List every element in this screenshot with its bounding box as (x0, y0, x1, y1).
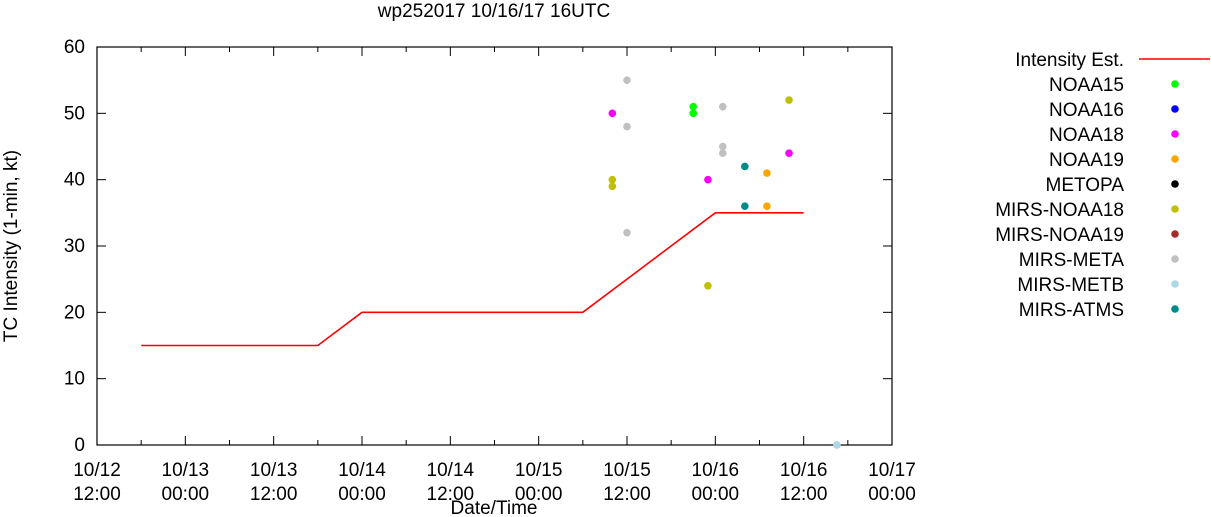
point-mirs-meta (718, 102, 727, 111)
legend-marker-noaa15 (1171, 80, 1179, 88)
point-noaa18 (704, 175, 712, 184)
point-mirs-metb (833, 441, 841, 449)
chart-title: wp252017 10/16/17 16UTC (377, 1, 610, 22)
legend-label-noaa16: NOAA16 (1049, 100, 1124, 121)
x-tick-label-date: 10/14 (338, 460, 386, 481)
point-mirs-atms (741, 202, 749, 210)
point-mirs-meta (718, 149, 727, 157)
legend-marker-mirs-atms (1171, 305, 1179, 313)
plot-area: 0 10 20 30 40 50 60 10/12 12:00 10/13 00:00 10/13 12… (64, 37, 916, 505)
x-tick-label-time: 00:00 (515, 484, 563, 505)
y-tick-label: 30 (64, 236, 85, 257)
point-noaa19 (763, 202, 771, 210)
x-axis-label: Date/Time (451, 498, 538, 517)
legend-marker-noaa18 (1171, 130, 1179, 138)
legend-label-mirs-atms: MIRS-ATMS (1019, 300, 1124, 321)
point-mirs-meta (718, 142, 727, 151)
x-tick-label-date: 10/15 (515, 460, 563, 481)
y-tick-label: 40 (64, 170, 85, 191)
x-tick-label-date: 10/15 (603, 460, 651, 481)
point-mirs-noaa18 (608, 182, 617, 191)
x-tick-label-date: 10/16 (692, 460, 740, 481)
x-tick-label-time: 12:00 (73, 484, 121, 505)
x-tick-label-time: 00:00 (692, 484, 740, 505)
x-tick-label-date: 10/14 (427, 460, 475, 481)
point-mirs-noaa18 (608, 175, 617, 184)
x-tick-label-time: 00:00 (868, 484, 916, 505)
x-tick-label-date: 10/12 (73, 460, 121, 481)
x-tick-label-date: 10/13 (162, 460, 210, 481)
y-tick-label: 10 (64, 369, 85, 390)
legend-marker-mirs-noaa19 (1171, 230, 1179, 238)
legend-marker-metopa (1171, 180, 1179, 188)
y-axis-label: TC Intensity (1-min, kt) (1, 150, 22, 342)
x-tick-label-date: 10/17 (868, 460, 916, 481)
legend-label-metopa: METOPA (1046, 175, 1125, 196)
point-noaa15 (689, 109, 698, 118)
point-mirs-meta (623, 122, 631, 131)
x-tick-label-time: 12:00 (780, 484, 828, 505)
x-tick-label-time: 12:00 (250, 484, 298, 505)
legend-label-intensity-est: Intensity Est. (1015, 50, 1124, 71)
y-tick-label: 20 (64, 302, 85, 323)
legend-label-mirs-meta: MIRS-META (1019, 250, 1125, 271)
point-noaa15 (689, 102, 698, 111)
legend-label-noaa15: NOAA15 (1049, 75, 1124, 96)
plot-frame (96, 46, 893, 446)
y-tick-label: 0 (74, 435, 85, 456)
point-noaa18 (608, 109, 617, 118)
point-mirs-noaa18 (785, 96, 793, 104)
legend-label-mirs-noaa18: MIRS-NOAA18 (995, 200, 1124, 221)
x-tick-label-time: 12:00 (427, 484, 475, 505)
y-tick-label: 60 (64, 37, 85, 58)
x-tick-label-time: 12:00 (603, 484, 651, 505)
legend-marker-mirs-meta (1171, 255, 1179, 263)
point-mirs-noaa18 (704, 282, 712, 290)
point-mirs-meta (623, 76, 631, 84)
legend-marker-mirs-metb (1171, 280, 1179, 288)
point-noaa18 (785, 149, 793, 157)
point-mirs-atms (741, 162, 749, 171)
legend-marker-mirs-noaa18 (1171, 205, 1179, 213)
legend-marker-noaa16 (1171, 105, 1179, 113)
legend-label-mirs-metb: MIRS-METB (1017, 275, 1124, 296)
point-noaa19 (763, 169, 771, 177)
legend-marker-noaa19 (1171, 155, 1179, 163)
x-tick-label-time: 00:00 (338, 484, 386, 505)
legend-label-noaa18: NOAA18 (1049, 125, 1124, 146)
legend-label-mirs-noaa19: MIRS-NOAA19 (995, 225, 1124, 246)
intensity-estimate-line (141, 212, 804, 347)
x-tick-label-date: 10/16 (780, 460, 828, 481)
x-tick-label-time: 00:00 (162, 484, 210, 505)
legend: Intensity Est. NOAA15 NOAA16 NOAA18 NOAA19 ME… (995, 50, 1210, 321)
y-tick-label: 50 (64, 103, 85, 124)
legend-label-noaa19: NOAA19 (1049, 150, 1124, 171)
x-tick-label-date: 10/13 (250, 460, 298, 481)
point-mirs-meta (623, 228, 631, 237)
